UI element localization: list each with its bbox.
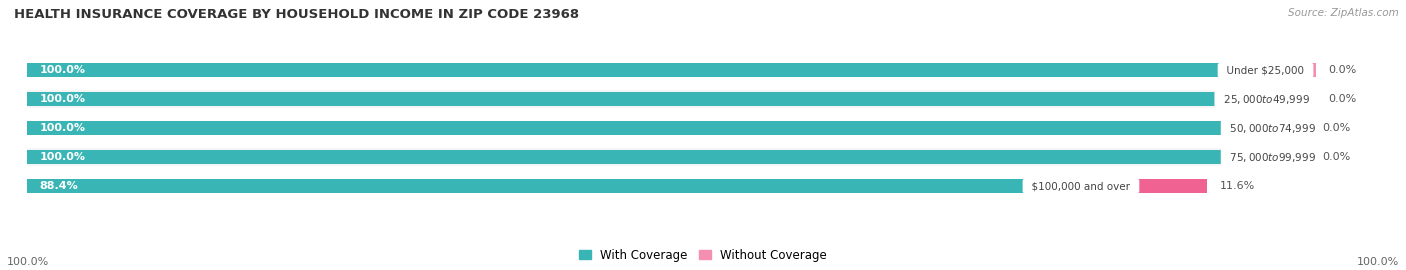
Text: 0.0%: 0.0%	[1329, 94, 1357, 104]
Text: 100.0%: 100.0%	[39, 65, 86, 75]
Bar	[27, 92, 1265, 106]
Legend: With Coverage, Without Coverage: With Coverage, Without Coverage	[574, 244, 832, 266]
Bar	[27, 63, 1265, 77]
Text: $75,000 to $99,999: $75,000 to $99,999	[1223, 151, 1320, 164]
Bar	[27, 90, 1291, 108]
Text: 100.0%: 100.0%	[39, 123, 86, 133]
Text: $50,000 to $74,999: $50,000 to $74,999	[1223, 122, 1320, 135]
Bar	[27, 119, 1291, 137]
Bar	[1272, 150, 1310, 164]
Bar	[1081, 179, 1208, 193]
Text: 11.6%: 11.6%	[1220, 181, 1256, 191]
Text: 88.4%: 88.4%	[39, 181, 79, 191]
Bar	[27, 121, 1272, 135]
Text: 100.0%: 100.0%	[39, 94, 86, 104]
Text: 100.0%: 100.0%	[39, 152, 86, 162]
Bar	[1272, 121, 1310, 135]
Text: 100.0%: 100.0%	[7, 257, 49, 267]
Text: HEALTH INSURANCE COVERAGE BY HOUSEHOLD INCOME IN ZIP CODE 23968: HEALTH INSURANCE COVERAGE BY HOUSEHOLD I…	[14, 8, 579, 21]
Text: Under $25,000: Under $25,000	[1220, 65, 1310, 75]
Bar	[27, 61, 1291, 79]
Text: 0.0%: 0.0%	[1323, 152, 1351, 162]
Bar	[1265, 63, 1316, 77]
Text: 0.0%: 0.0%	[1323, 123, 1351, 133]
Bar	[27, 148, 1291, 166]
Text: 0.0%: 0.0%	[1329, 65, 1357, 75]
Text: $25,000 to $49,999: $25,000 to $49,999	[1218, 93, 1315, 106]
Text: $100,000 and over: $100,000 and over	[1025, 181, 1136, 191]
Text: 100.0%: 100.0%	[1357, 257, 1399, 267]
Bar	[1265, 92, 1316, 106]
Bar	[27, 150, 1272, 164]
Bar	[27, 179, 1081, 193]
Bar	[27, 177, 1291, 195]
Text: Source: ZipAtlas.com: Source: ZipAtlas.com	[1288, 8, 1399, 18]
